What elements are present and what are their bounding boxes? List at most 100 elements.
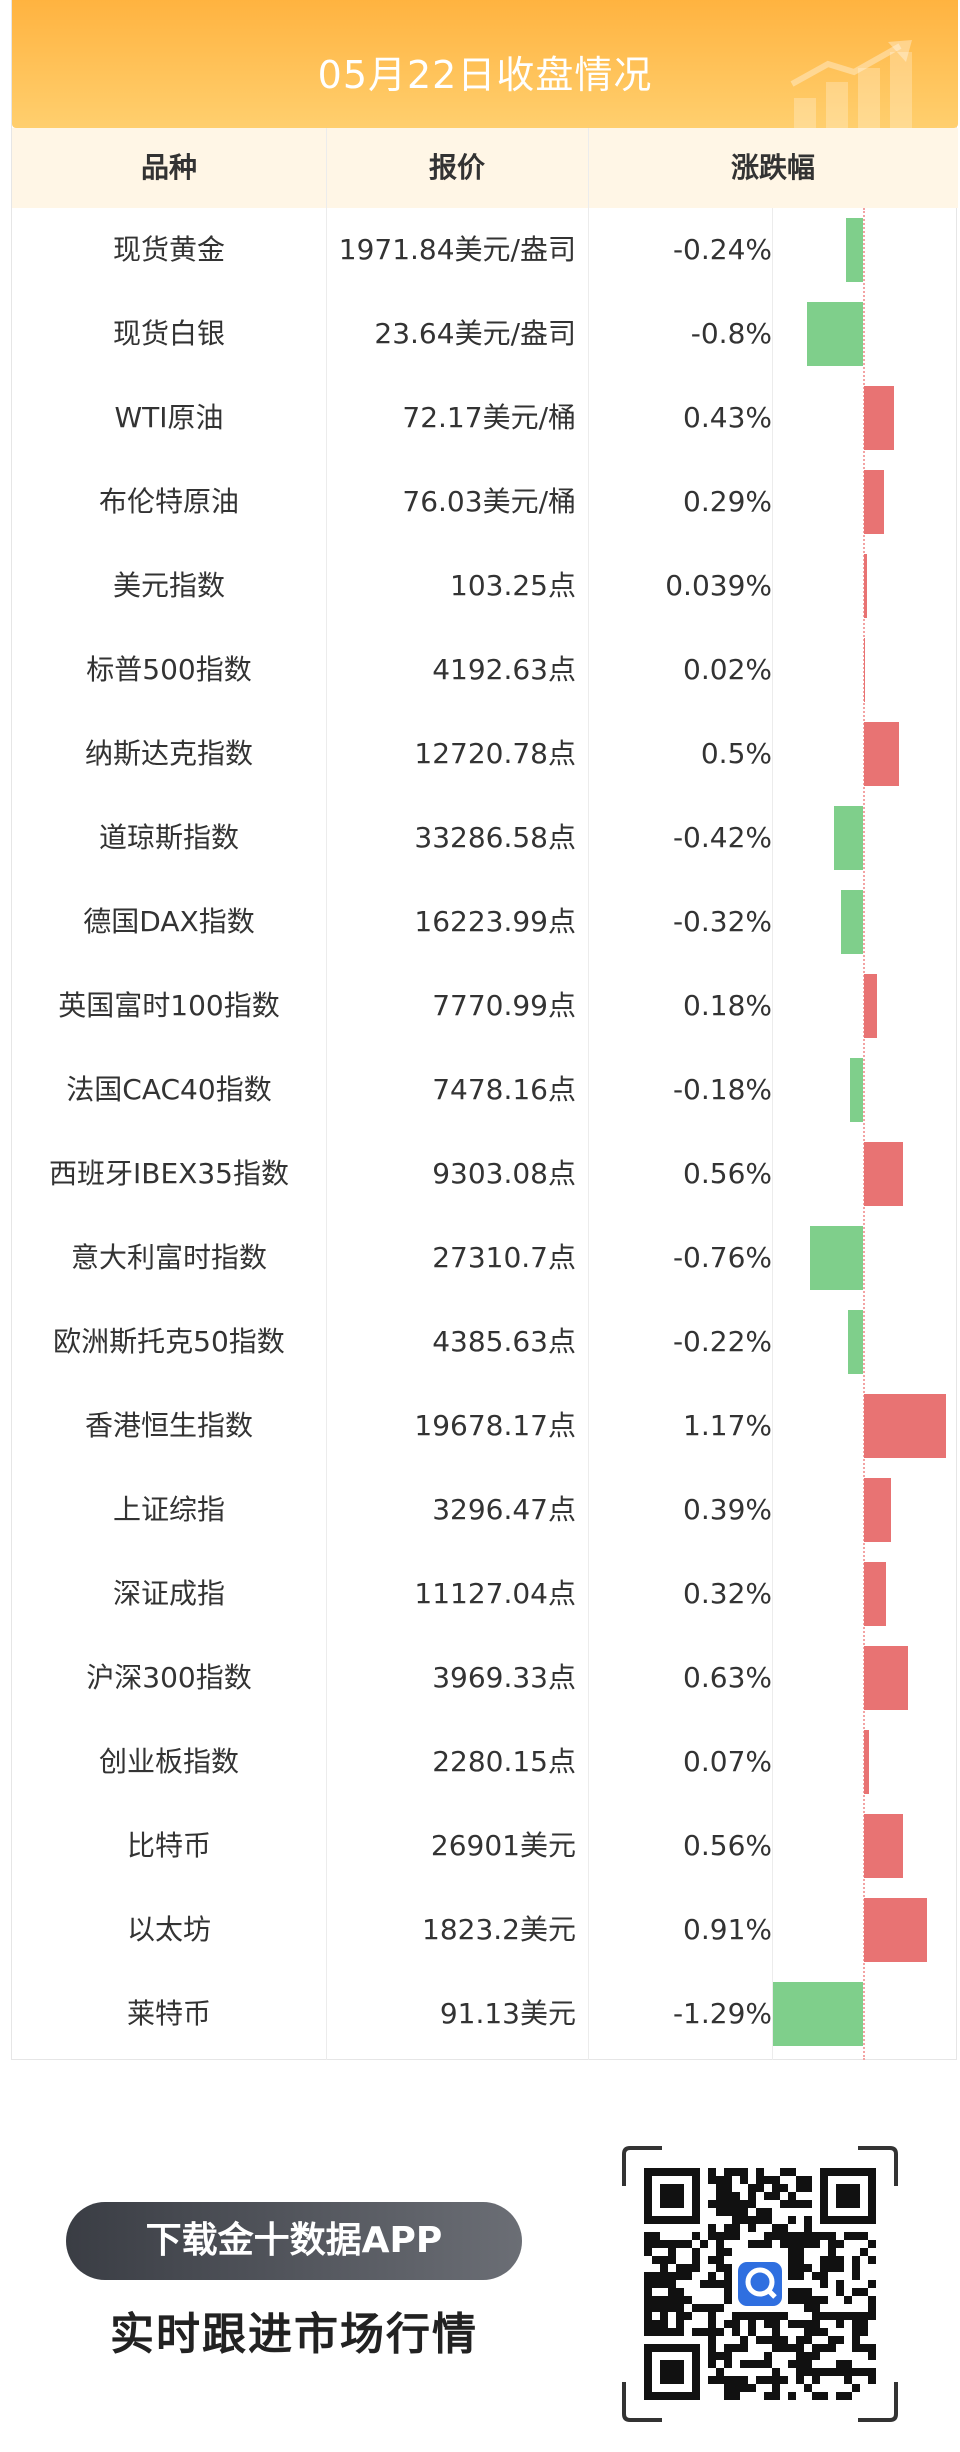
change-bar-up: [864, 638, 866, 702]
qr-code-icon[interactable]: [622, 2146, 898, 2422]
instrument-change: 0.56%: [683, 1829, 772, 1862]
instrument-price: 1971.84美元/盎司: [338, 233, 576, 266]
instrument-name: 道琼斯指数: [98, 821, 239, 854]
instrument-price: 33286.58点: [414, 821, 576, 854]
table-row: 以太坊 1823.2美元 0.91%: [12, 1888, 958, 1972]
table-row: 纳斯达克指数 12720.78点 0.5%: [12, 712, 958, 796]
change-bar-up: [864, 386, 894, 450]
table-row: 德国DAX指数 16223.99点 -0.32%: [12, 880, 958, 964]
table-row: 深证成指 11127.04点 0.32%: [12, 1552, 958, 1636]
instrument-price: 91.13美元: [439, 1997, 576, 2030]
column-header-name: 品种: [140, 151, 197, 184]
table-row: 法国CAC40指数 7478.16点 -0.18%: [12, 1048, 958, 1132]
instrument-change: 0.39%: [683, 1493, 772, 1526]
column-header-price: 报价: [428, 151, 485, 184]
instrument-name: 创业板指数: [98, 1745, 239, 1778]
instrument-price: 72.17美元/桶: [402, 401, 576, 434]
instrument-price: 12720.78点: [414, 737, 576, 770]
table-row: 西班牙IBEX35指数 9303.08点 0.56%: [12, 1132, 958, 1216]
instrument-change: 0.5%: [700, 737, 772, 770]
instrument-price: 103.25点: [450, 569, 576, 602]
instrument-name: 上证综指: [112, 1493, 225, 1526]
table-row: 现货黄金 1971.84美元/盎司 -0.24%: [12, 208, 958, 292]
table-row: 英国富时100指数 7770.99点 0.18%: [12, 964, 958, 1048]
instrument-change: -0.18%: [672, 1073, 772, 1106]
change-bar-down: [773, 1982, 863, 2046]
market-close-table: 05月22日收盘情况 品种 报价 涨跌幅 现货黄金 1971.84美元/盎司 -0.…: [11, 0, 958, 2060]
instrument-change: 0.32%: [683, 1577, 772, 1610]
instrument-change: -0.42%: [672, 821, 772, 854]
instrument-change: 0.18%: [683, 989, 772, 1022]
change-bar-down: [846, 218, 863, 282]
instrument-name: 以太坊: [126, 1913, 211, 1946]
instrument-name: 标普500指数: [86, 653, 252, 686]
instrument-name: 比特币: [126, 1829, 211, 1862]
instrument-price: 4192.63点: [432, 653, 576, 686]
change-bar-up: [864, 722, 899, 786]
instrument-name: 德国DAX指数: [83, 905, 255, 938]
footer: 下载金十数据APP 实时跟进市场行情: [0, 2060, 960, 2452]
table-row: 意大利富时指数 27310.7点 -0.76%: [12, 1216, 958, 1300]
table-header: 品种 报价 涨跌幅: [12, 128, 958, 208]
instrument-price: 27310.7点: [432, 1241, 576, 1274]
table-row: 标普500指数 4192.63点 0.02%: [12, 628, 958, 712]
table-row: WTI原油 72.17美元/桶 0.43%: [12, 376, 958, 460]
instrument-name: 现货黄金: [112, 233, 225, 266]
change-bar-down: [833, 806, 863, 870]
instrument-price: 16223.99点: [414, 905, 576, 938]
table-row: 香港恒生指数 19678.17点 1.17%: [12, 1384, 958, 1468]
table-row: 现货白银 23.64美元/盎司 -0.8%: [12, 292, 958, 376]
instrument-price: 23.64美元/盎司: [374, 317, 576, 350]
zero-axis-line: [863, 208, 865, 2060]
instrument-change: -0.24%: [672, 233, 772, 266]
column-header-change: 涨跌幅: [730, 151, 815, 184]
instrument-change: 0.02%: [683, 653, 772, 686]
change-bar-up: [864, 974, 877, 1038]
instrument-price: 11127.04点: [414, 1577, 576, 1610]
download-app-button[interactable]: 下载金十数据APP: [66, 2202, 522, 2280]
change-bar-up: [864, 1646, 908, 1710]
instrument-name: 欧洲斯托克50指数: [53, 1325, 285, 1358]
instrument-price: 4385.63点: [432, 1325, 576, 1358]
change-bar-down: [809, 1226, 863, 1290]
instrument-price: 7478.16点: [432, 1073, 576, 1106]
instrument-price: 1823.2美元: [422, 1913, 576, 1946]
instrument-name: 现货白银: [112, 317, 225, 350]
instrument-name: 英国富时100指数: [58, 989, 280, 1022]
instrument-price: 19678.17点: [414, 1409, 576, 1442]
instrument-name: 沪深300指数: [86, 1661, 252, 1694]
change-bar-up: [864, 470, 885, 534]
table-row: 布伦特原油 76.03美元/桶 0.29%: [12, 460, 958, 544]
instrument-price: 9303.08点: [432, 1157, 576, 1190]
table-row: 上证综指 3296.47点 0.39%: [12, 1468, 958, 1552]
table-row: 道琼斯指数 33286.58点 -0.42%: [12, 796, 958, 880]
instrument-name: 莱特币: [126, 1997, 211, 2030]
rising-chart-icon: [790, 40, 912, 128]
change-bar-up: [864, 1394, 946, 1458]
instrument-price: 3969.33点: [432, 1661, 576, 1694]
instrument-change: 1.17%: [683, 1409, 772, 1442]
instrument-name: 西班牙IBEX35指数: [49, 1157, 289, 1190]
title-banner: 05月22日收盘情况: [12, 0, 958, 128]
instrument-name: 香港恒生指数: [84, 1409, 253, 1442]
instrument-name: 布伦特原油: [98, 485, 239, 518]
instrument-change: -0.32%: [672, 905, 772, 938]
change-bar-up: [864, 1562, 887, 1626]
change-bar-down: [850, 1058, 863, 1122]
instrument-change: 0.039%: [665, 569, 772, 602]
instrument-change: 0.56%: [683, 1157, 772, 1190]
change-bar-up: [864, 1898, 928, 1962]
instrument-price: 7770.99点: [432, 989, 576, 1022]
instrument-name: 美元指数: [112, 569, 225, 602]
footer-tagline: 实时跟进市场行情: [110, 2309, 478, 2360]
change-bar-up: [864, 554, 867, 618]
change-bar-up: [864, 1730, 869, 1794]
table-row: 创业板指数 2280.15点 0.07%: [12, 1720, 958, 1804]
instrument-change: 0.29%: [683, 485, 772, 518]
column-divider: [588, 128, 589, 2060]
instrument-price: 3296.47点: [432, 1493, 576, 1526]
table-row: 沪深300指数 3969.33点 0.63%: [12, 1636, 958, 1720]
instrument-price: 26901美元: [430, 1829, 576, 1862]
instrument-change: -0.22%: [672, 1325, 772, 1358]
